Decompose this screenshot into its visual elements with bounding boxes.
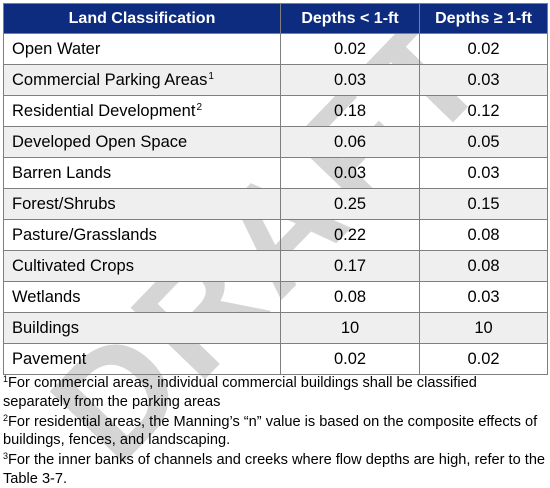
- depths-under-1ft-value: 0.17: [280, 250, 420, 282]
- table-row: Wetlands 0.08 0.03: [3, 281, 548, 313]
- depths-over-1ft-value: 0.15: [419, 188, 548, 220]
- land-classification-label: Commercial Parking Areas: [12, 70, 208, 89]
- footnote-text: For commercial areas, individual commerc…: [3, 375, 477, 410]
- table-row: Forest/Shrubs 0.25 0.15: [3, 188, 548, 220]
- roughness-table: Land Classification Depths < 1-ft Depths…: [3, 3, 548, 375]
- land-classification-cell: Open Water: [3, 33, 281, 65]
- land-classification-label: Developed Open Space: [12, 132, 188, 151]
- header-land-classification: Land Classification: [3, 3, 281, 34]
- footnote-text: For the inner banks of channels and cree…: [3, 452, 546, 487]
- footnote-text: For residential areas, the Manning’s “n”…: [3, 413, 538, 449]
- land-classification-cell: Wetlands: [3, 281, 281, 313]
- depths-under-1ft-value: 0.06: [280, 126, 420, 158]
- depths-over-1ft-value: 0.03: [419, 64, 548, 96]
- footnote-1: 1For commercial areas, individual commer…: [3, 374, 548, 411]
- land-classification-label: Residential Development: [12, 101, 196, 120]
- table-row: Open Water 0.02 0.02: [3, 33, 548, 65]
- land-classification-label: Wetlands: [12, 287, 81, 306]
- table-row: Residential Development2 0.18 0.12: [3, 95, 548, 127]
- table-row: Barren Lands 0.03 0.03: [3, 157, 548, 189]
- land-classification-label: Pasture/Grasslands: [12, 225, 157, 244]
- depths-over-1ft-value: 0.08: [419, 250, 548, 282]
- depths-under-1ft-value: 0.25: [280, 188, 420, 220]
- depths-under-1ft-value: 10: [280, 312, 420, 344]
- depths-under-1ft-value: 0.22: [280, 219, 420, 251]
- table-row: Cultivated Crops 0.17 0.08: [3, 250, 548, 282]
- land-classification-cell: Developed Open Space: [3, 126, 281, 158]
- land-classification-label: Barren Lands: [12, 163, 112, 182]
- depths-under-1ft-value: 0.03: [280, 157, 420, 189]
- depths-over-1ft-value: 0.05: [419, 126, 548, 158]
- land-classification-label: Forest/Shrubs: [12, 194, 116, 213]
- depths-under-1ft-value: 0.02: [280, 33, 420, 65]
- footnotes: 1For commercial areas, individual commer…: [3, 374, 548, 488]
- table-row: Pavement 0.02 0.02: [3, 343, 548, 375]
- footnote-mark: 3: [3, 451, 9, 461]
- depths-under-1ft-value: 0.03: [280, 64, 420, 96]
- depths-under-1ft-value: 0.08: [280, 281, 420, 313]
- land-classification-label: Pavement: [12, 349, 87, 368]
- depths-over-1ft-value: 0.03: [419, 281, 548, 313]
- land-classification-cell: Commercial Parking Areas1: [3, 64, 281, 96]
- table-row: Buildings 10 10: [3, 312, 548, 344]
- footnote-mark: 2: [3, 412, 9, 423]
- footnote-reference: 1: [208, 70, 214, 82]
- depths-over-1ft-value: 0.02: [419, 33, 548, 65]
- land-classification-cell: Barren Lands: [3, 157, 281, 189]
- depths-over-1ft-value: 0.08: [419, 219, 548, 251]
- footnote-3: 3For the inner banks of channels and cre…: [3, 451, 548, 488]
- land-classification-cell: Residential Development2: [3, 95, 281, 127]
- header-depths-under-1ft: Depths < 1-ft: [280, 3, 420, 34]
- depths-under-1ft-value: 0.18: [280, 95, 420, 127]
- depths-over-1ft-value: 0.03: [419, 157, 548, 189]
- footnote-2: 2For residential areas, the Manning’s “n…: [3, 413, 548, 450]
- land-classification-label: Open Water: [12, 39, 101, 58]
- depths-under-1ft-value: 0.02: [280, 343, 420, 375]
- land-classification-label: Buildings: [12, 318, 79, 337]
- table-header-row: Land Classification Depths < 1-ft Depths…: [3, 3, 548, 34]
- depths-over-1ft-value: 0.12: [419, 95, 548, 127]
- table-row: Developed Open Space 0.06 0.05: [3, 126, 548, 158]
- land-classification-cell: Cultivated Crops: [3, 250, 281, 282]
- footnote-reference: 2: [196, 101, 202, 113]
- table-row: Commercial Parking Areas1 0.03 0.03: [3, 64, 548, 96]
- land-classification-cell: Buildings: [3, 312, 281, 344]
- depths-over-1ft-value: 0.02: [419, 343, 548, 375]
- table-row: Pasture/Grasslands 0.22 0.08: [3, 219, 548, 251]
- land-classification-label: Cultivated Crops: [12, 256, 134, 275]
- footnote-mark: 1: [3, 374, 9, 384]
- land-classification-cell: Pavement: [3, 343, 281, 375]
- table-body: Open Water 0.02 0.02 Commercial Parking Are…: [3, 33, 548, 375]
- depths-over-1ft-value: 10: [419, 312, 548, 344]
- land-classification-cell: Forest/Shrubs: [3, 188, 281, 220]
- header-depths-over-1ft: Depths ≥ 1-ft: [419, 3, 548, 34]
- land-classification-cell: Pasture/Grasslands: [3, 219, 281, 251]
